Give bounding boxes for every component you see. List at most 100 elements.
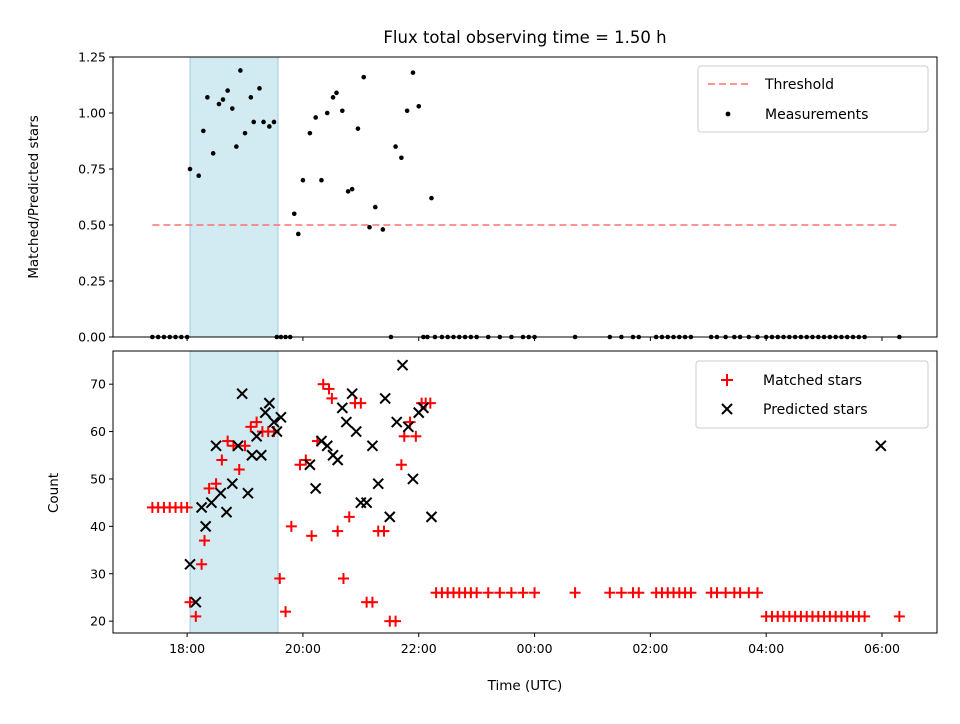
matched-star-point — [615, 587, 627, 599]
predicted-star-point — [250, 430, 263, 443]
matched-star-point — [274, 572, 286, 584]
measurement-point — [229, 106, 235, 111]
matched-star-point — [390, 615, 402, 627]
bottom-y-tick-label: 30 — [90, 566, 106, 581]
predicted-star-point — [402, 421, 415, 433]
matched-star-point — [378, 525, 390, 537]
x-tick-label: 02:00 — [632, 641, 668, 656]
top-y-tick-label: 0.00 — [78, 330, 106, 345]
measurement-point — [334, 90, 339, 96]
predicted-star-point — [346, 387, 358, 400]
top-y-axis-label: Matched/Predicted stars — [26, 115, 42, 278]
measurement-point — [205, 95, 210, 100]
matched-star-point — [685, 587, 697, 599]
measurement-point — [393, 144, 398, 149]
predicted-star-point — [407, 473, 419, 485]
matched-star-point — [294, 459, 306, 471]
bottom-panel: 20 30 40 50 60 70 18:00 20:00 22:00 00:00 02:00 04… — [46, 350, 938, 694]
predicted-star-point — [210, 440, 222, 452]
x-axis-label: Time (UTC) — [487, 678, 563, 694]
measurement-point — [196, 173, 202, 179]
predicted-star-point — [242, 487, 254, 499]
matched-star-point — [482, 587, 494, 599]
predicted-star-point — [226, 477, 238, 490]
predicted-star-point — [263, 397, 276, 409]
bottom-y-axis-label: Count — [46, 473, 62, 513]
matched-star-point — [410, 430, 422, 442]
bottom-x-axis-ticks: 18:00 20:00 22:00 00:00 02:00 04:00 06:00 — [169, 633, 900, 656]
measurement-point — [410, 70, 416, 75]
top-y-tick-label: 1.25 — [78, 50, 106, 65]
predicted-star-point — [336, 402, 349, 414]
top-panel: Flux total observing time = 1.50 h 0.000… — [26, 28, 938, 345]
measurement-point — [345, 189, 351, 194]
bottom-legend: Matched stars Predicted stars — [695, 360, 929, 429]
measurement-point — [399, 155, 404, 161]
measurement-point — [216, 101, 222, 107]
top-y-tick-label: 0.25 — [78, 274, 106, 289]
predicted-star-point — [366, 440, 379, 452]
matched-star-point — [323, 383, 335, 395]
matched-stars-points — [146, 378, 905, 627]
predicted-star-point — [417, 402, 430, 414]
x-tick-label: 20:00 — [285, 641, 321, 656]
measurement-point — [271, 119, 277, 125]
bottom-y-tick-label: 20 — [90, 614, 106, 629]
matched-star-point — [604, 587, 616, 599]
top-y-tick-label: 1.00 — [78, 106, 106, 121]
matched-star-point — [190, 610, 202, 622]
predicted-star-point — [255, 449, 267, 461]
matched-star-point — [395, 459, 407, 471]
matched-star-point — [859, 610, 871, 622]
matched-star-point — [222, 435, 234, 447]
x-tick-label: 06:00 — [864, 641, 900, 656]
bottom-y-tick-label: 60 — [90, 424, 106, 439]
legend-measurements-swatch — [725, 111, 731, 117]
bottom-y-tick-label: 70 — [90, 377, 106, 392]
predicted-star-point — [360, 496, 373, 509]
matched-star-point — [424, 397, 436, 409]
measurement-point — [429, 195, 434, 201]
measurement-point — [319, 177, 324, 183]
matched-star-point — [366, 596, 378, 608]
predicted-star-point — [396, 359, 409, 371]
bottom-y-axis-ticks: 20 30 40 50 60 70 — [90, 377, 113, 629]
legend-measurements-label: Measurements — [765, 107, 868, 123]
matched-star-point — [210, 478, 222, 490]
measurement-point — [257, 86, 262, 91]
matched-star-point — [529, 587, 541, 599]
measurement-point — [234, 144, 239, 149]
bottom-plot-frame — [112, 350, 938, 634]
matched-star-point — [184, 596, 196, 608]
matched-star-point — [203, 482, 215, 494]
predicted-star-point — [379, 392, 391, 405]
measurement-point — [300, 177, 306, 183]
matched-star-point — [505, 587, 517, 599]
matched-star-point — [893, 610, 905, 622]
predicted-star-point — [259, 406, 271, 419]
predicted-star-point — [214, 487, 227, 499]
matched-star-point — [216, 454, 228, 466]
legend-matched-label: Matched stars — [763, 373, 862, 389]
measurement-point — [225, 88, 230, 93]
predicted-star-point — [232, 440, 244, 452]
measurement-point — [361, 74, 367, 80]
predicted-star-point — [190, 596, 202, 608]
predicted-star-point — [372, 477, 384, 490]
predicted-stars-points — [184, 359, 887, 608]
x-tick-label: 04:00 — [748, 641, 784, 656]
matched-star-point — [343, 511, 355, 523]
legend-matched-swatch — [721, 374, 733, 386]
x-tick-label: 18:00 — [169, 641, 205, 656]
measurement-point — [349, 186, 355, 192]
matched-star-point — [633, 587, 645, 599]
measurement-point — [416, 103, 422, 109]
matched-star-point — [751, 587, 763, 599]
bottom-y-tick-label: 50 — [90, 471, 106, 486]
predicted-star-point — [184, 558, 196, 570]
predicted-star-point — [384, 511, 396, 523]
measurement-point — [248, 95, 254, 100]
top-legend: Threshold Measurements — [697, 65, 929, 133]
matched-star-point — [196, 558, 208, 570]
